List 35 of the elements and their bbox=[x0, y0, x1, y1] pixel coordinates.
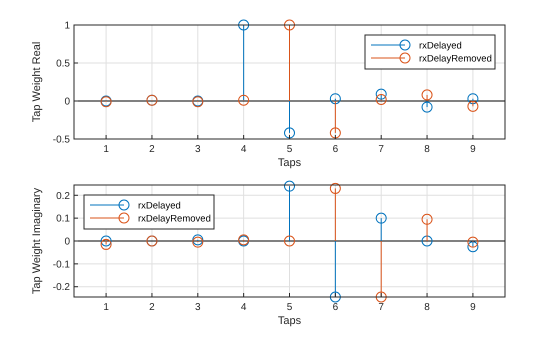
y-tick-label: 1 bbox=[64, 20, 70, 32]
legend-label: rxDelayed bbox=[138, 200, 181, 212]
x-tick-label: 4 bbox=[240, 144, 247, 155]
x-tick-label: 5 bbox=[286, 144, 293, 155]
x-tick-label: 9 bbox=[470, 302, 476, 313]
x-axis-title: Taps bbox=[278, 157, 302, 169]
x-tick-label: 9 bbox=[470, 144, 476, 155]
y-tick-label: -0.1 bbox=[52, 259, 70, 270]
y-tick-label: -0.5 bbox=[52, 134, 70, 146]
x-tick-label: 1 bbox=[103, 302, 110, 313]
x-axis-title: Taps bbox=[278, 315, 302, 327]
x-tick-label: 6 bbox=[332, 144, 339, 155]
x-tick-label: 8 bbox=[424, 302, 430, 313]
legend-label: rxDelayRemoved bbox=[138, 214, 211, 224]
y-tick-label: 0.2 bbox=[56, 190, 70, 202]
x-tick-label: 2 bbox=[149, 302, 156, 313]
legend-label: rxDelayRemoved bbox=[419, 54, 492, 64]
y-axis-title: Tap Weight Imaginary bbox=[31, 187, 43, 294]
y-axis-title: Tap Weight Real bbox=[31, 42, 43, 122]
y-tick-label: 0.5 bbox=[56, 58, 70, 70]
x-tick-label: 7 bbox=[378, 302, 384, 313]
y-tick-label: -0.2 bbox=[52, 282, 70, 294]
x-tick-label: 6 bbox=[332, 302, 339, 313]
x-tick-label: 7 bbox=[378, 144, 384, 155]
x-tick-label: 1 bbox=[103, 144, 110, 155]
x-tick-label: 2 bbox=[149, 144, 156, 155]
legend-label: rxDelayed bbox=[419, 40, 462, 52]
y-tick-label: 0 bbox=[64, 96, 70, 108]
x-tick-label: 8 bbox=[424, 144, 430, 155]
x-tick-label: 4 bbox=[240, 302, 247, 313]
y-tick-label: 0 bbox=[64, 236, 70, 248]
x-tick-label: 3 bbox=[195, 144, 202, 155]
x-tick-label: 5 bbox=[286, 302, 293, 313]
x-tick-label: 3 bbox=[195, 302, 202, 313]
y-tick-label: 0.1 bbox=[56, 214, 70, 225]
